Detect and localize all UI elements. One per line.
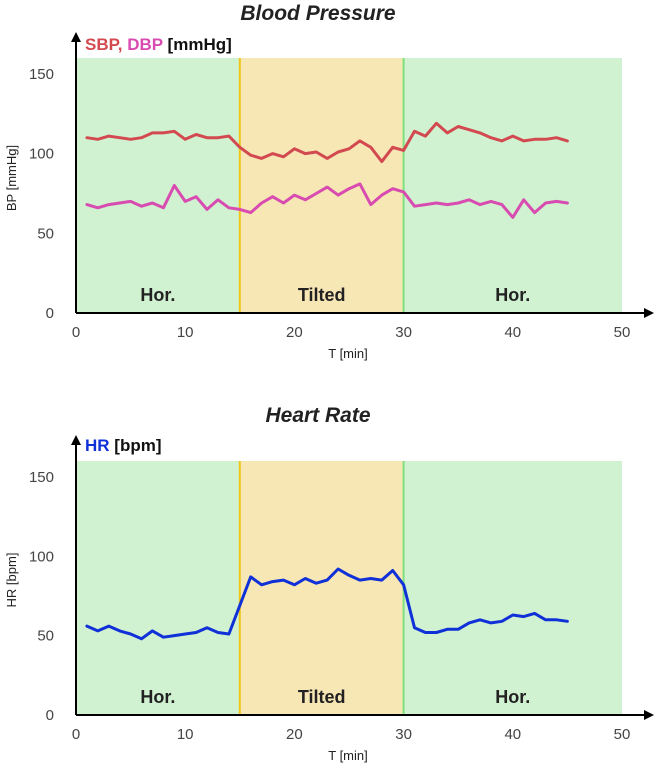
y-tick-label: 100 <box>29 146 54 163</box>
region-label-0: Hor. <box>140 687 175 707</box>
chart-legend: SBP, DBP [mmHg] <box>85 35 232 54</box>
x-tick-label: 20 <box>286 324 303 341</box>
x-axis-label: T [min] <box>328 748 368 763</box>
region-1 <box>239 461 404 715</box>
region-label-1: Tilted <box>298 687 346 707</box>
region-0 <box>76 461 240 715</box>
y-tick-label: 100 <box>29 548 54 565</box>
region-label-0: Hor. <box>140 285 175 305</box>
region-label-2: Hor. <box>495 285 530 305</box>
region-label-2: Hor. <box>495 687 530 707</box>
x-tick-label: 50 <box>614 726 631 743</box>
x-tick-label: 30 <box>395 726 412 743</box>
x-tick-label: 0 <box>72 324 80 341</box>
x-tick-label: 30 <box>395 324 412 341</box>
y-tick-label: 150 <box>29 469 54 486</box>
region-0 <box>76 58 240 313</box>
blood-pressure-chart: Hor. Tilted Hor. 0 10 20 30 40 50 0 50 100 150 Bloo… <box>4 2 654 361</box>
x-tick-label: 10 <box>177 726 194 743</box>
y-tick-label: 50 <box>37 225 54 242</box>
x-tick-label: 50 <box>614 324 631 341</box>
chart-title: Blood Pressure <box>240 2 396 25</box>
series-line-dbp <box>85 182 569 219</box>
heart-rate-chart: Hor. Tilted Hor. 0 10 20 30 40 50 0 50 100 150 Hear… <box>4 404 654 763</box>
y-tick-label: 50 <box>37 628 54 645</box>
region-label-1: Tilted <box>298 285 346 305</box>
legend-sbp: SBP <box>85 35 120 54</box>
y-tick-label: 150 <box>29 66 54 83</box>
y-tick-label: 0 <box>46 305 54 322</box>
series-line-hr <box>85 567 569 641</box>
x-axis-label: T [min] <box>328 346 368 361</box>
y-tick-label: 0 <box>46 707 54 724</box>
y-axis-label: BP [mmHg] <box>4 145 19 211</box>
region-2 <box>403 58 622 313</box>
x-tick-label: 10 <box>177 324 194 341</box>
x-tick-label: 40 <box>504 324 521 341</box>
x-tick-label: 20 <box>286 726 303 743</box>
legend-hr: HR <box>85 436 110 455</box>
legend-unit-text: [mmHg] <box>168 35 232 54</box>
legend-unit-text: [bpm] <box>114 436 161 455</box>
region-1 <box>239 58 404 313</box>
x-tick-label: 0 <box>72 726 80 743</box>
legend-separator: , <box>118 35 127 54</box>
y-axis-label: HR [bpm] <box>4 553 19 608</box>
x-tick-label: 40 <box>504 726 521 743</box>
chart-title: Heart Rate <box>265 404 370 427</box>
series-line-sbp <box>85 121 569 164</box>
region-2 <box>403 461 622 715</box>
legend-dbp: DBP <box>127 35 163 54</box>
chart-legend: HR [bpm] <box>85 436 162 455</box>
